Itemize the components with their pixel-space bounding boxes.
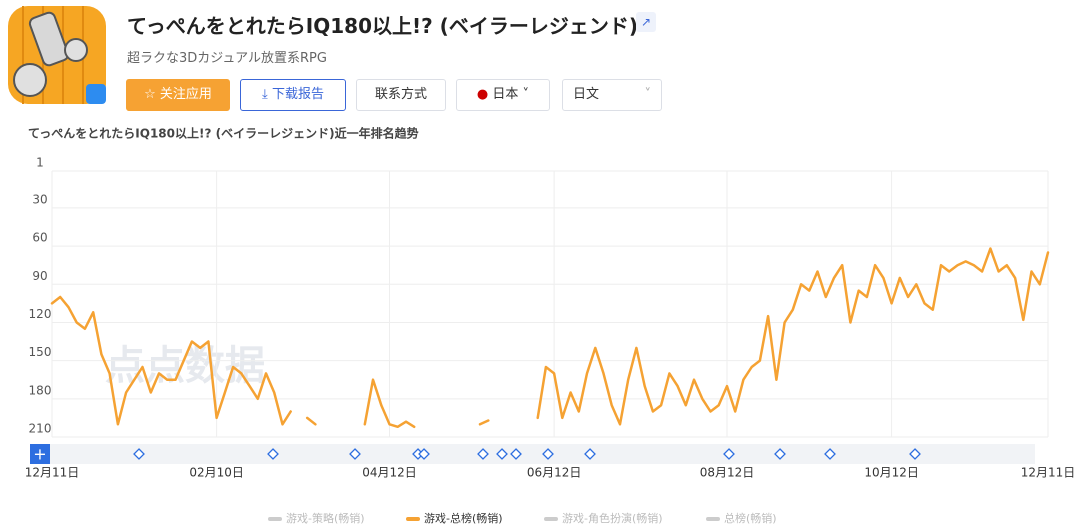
x-tick-label: 12月11日 — [25, 466, 80, 480]
y-tick-label: 90 — [32, 269, 47, 283]
follow-label: 关注应用 — [159, 87, 212, 102]
legend-label: 总榜(畅销) — [724, 511, 777, 525]
legend-label: 游戏-策略(畅销) — [286, 511, 365, 525]
contact-button[interactable]: 联系方式 — [356, 79, 446, 111]
event-marker — [133, 448, 145, 460]
x-tick-label: 10月12日 — [864, 466, 919, 480]
app-subtitle: 超ラクな3Dカジュアル放置系RPG — [127, 51, 327, 66]
legend-label: 游戏-角色扮演(畅销) — [562, 511, 663, 525]
download-label: 下载报告 — [271, 87, 324, 102]
y-tick-label: 60 — [32, 231, 47, 245]
event-marker — [267, 448, 279, 460]
event-marker — [774, 448, 786, 460]
external-link[interactable]: ↗ — [636, 12, 656, 32]
event-marker — [542, 448, 554, 460]
watermark: 点点数据 — [105, 343, 265, 389]
legend-swatch — [268, 517, 282, 521]
rank-line — [50, 247, 1050, 429]
event-marker — [349, 448, 361, 460]
follow-button[interactable]: ☆ 关注应用 — [126, 79, 230, 111]
event-marker — [909, 448, 921, 460]
x-tick-label: 06月12日 — [527, 466, 582, 480]
event-strip — [30, 444, 1035, 464]
legend-item[interactable]: 游戏-策略(畅销) — [268, 511, 365, 525]
legend-swatch — [544, 517, 558, 521]
y-tick-label: 30 — [32, 192, 47, 206]
event-marker — [496, 448, 508, 460]
download-button[interactable]: ⤓ 下载报告 — [240, 79, 346, 111]
y-tick-label: 180 — [29, 383, 52, 397]
legend-item[interactable]: 游戏-总榜(畅销) — [406, 511, 503, 525]
legend-item[interactable]: 总榜(畅销) — [706, 511, 777, 525]
y-tick-label: 1 — [36, 156, 44, 170]
legend-item[interactable]: 游戏-角色扮演(畅销) — [544, 511, 663, 525]
x-tick-label: 04月12日 — [362, 466, 417, 480]
chart: てっぺんをとれたらIQ180以上!? (ベイラーレジェンド)近一年排名趋势 点点… — [25, 126, 1076, 526]
event-markers — [133, 448, 921, 460]
plus-icon: + — [33, 445, 46, 464]
legend-swatch — [406, 517, 420, 521]
y-tick-label: 150 — [29, 345, 52, 359]
chart-title: てっぺんをとれたらIQ180以上!? (ベイラーレジェンド)近一年排名趋势 — [28, 126, 419, 141]
event-marker — [723, 448, 735, 460]
event-marker — [477, 448, 489, 460]
language-select[interactable]: 日文 ˅ — [562, 79, 662, 111]
event-marker — [824, 448, 836, 460]
event-add-button[interactable] — [30, 444, 50, 464]
country-label: 日本 — [492, 87, 519, 102]
y-tick-label: 120 — [29, 307, 52, 321]
language-label: 日文 — [573, 87, 600, 102]
x-tick-label: 12月11日 — [1021, 466, 1076, 480]
event-marker — [418, 448, 430, 460]
event-marker — [584, 448, 596, 460]
x-tick-label: 02月10日 — [189, 466, 244, 480]
app-title: てっぺんをとれたらIQ180以上!? (ベイラーレジェンド) — [127, 14, 638, 38]
country-select[interactable]: ● 日本 ˅ — [456, 79, 550, 111]
app-icon — [8, 6, 106, 104]
legend-label: 游戏-总榜(畅销) — [424, 511, 503, 525]
legend-swatch — [706, 517, 720, 521]
x-tick-label: 08月12日 — [700, 466, 755, 480]
y-tick-label: 210 — [29, 422, 52, 436]
event-marker — [510, 448, 522, 460]
